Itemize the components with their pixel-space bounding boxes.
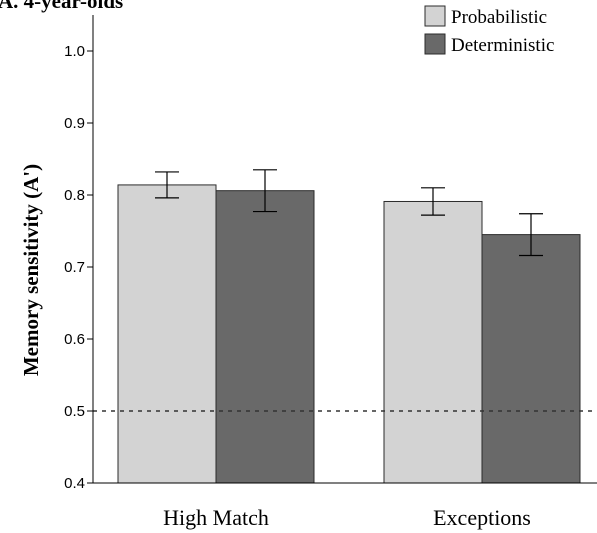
x-tick-label: High Match	[163, 505, 269, 530]
error-bar	[155, 171, 179, 199]
legend-swatch	[424, 5, 446, 27]
plot-area	[92, 15, 597, 484]
x-tick-label: Exceptions	[433, 505, 531, 530]
error-bar	[519, 213, 543, 257]
legend-label: Deterministic	[451, 35, 554, 56]
y-tick-label: 0.6	[64, 331, 85, 348]
legend-item: Probabilistic	[424, 5, 547, 28]
x-axis-labels: High Match Exceptions	[163, 505, 531, 530]
y-axis-ticks: 0.4 0.5 0.6 0.7 0.8 0.9 1.0	[64, 43, 93, 492]
bar-deterministic-exceptions	[481, 234, 581, 484]
legend-item: Deterministic	[424, 33, 554, 56]
y-tick-label: 1.0	[64, 43, 85, 60]
bar-deterministic-high-match	[215, 190, 315, 484]
y-tick-label: 0.7	[64, 259, 85, 276]
chart-title: A. 4-year-olds	[0, 0, 123, 13]
y-axis-title: Memory sensitivity (A')	[19, 164, 43, 376]
legend-swatch	[424, 33, 446, 55]
legend: Probabilistic Deterministic	[424, 5, 554, 56]
y-tick-label: 0.9	[64, 115, 85, 132]
y-tick-label: 0.4	[64, 475, 85, 492]
error-bar	[421, 187, 445, 216]
bar-probabilistic-high-match	[117, 184, 217, 484]
legend-label: Probabilistic	[451, 7, 547, 28]
y-tick-label: 0.5	[64, 403, 85, 420]
y-tick-label: 0.8	[64, 187, 85, 204]
error-bar	[253, 169, 277, 213]
bar-probabilistic-exceptions	[383, 200, 483, 484]
